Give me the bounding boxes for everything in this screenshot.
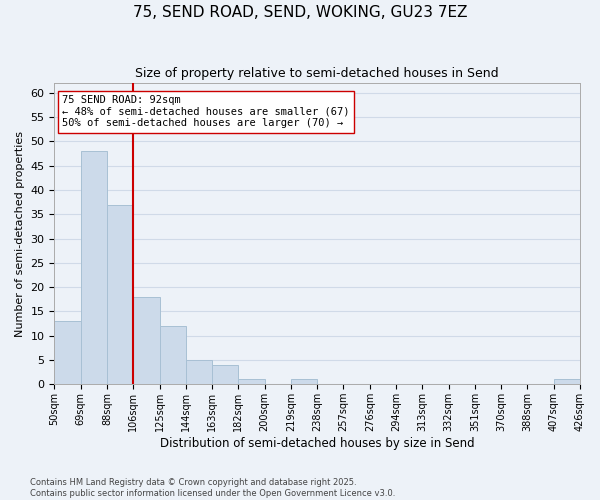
Bar bbox=[80, 151, 107, 384]
Bar bbox=[133, 297, 160, 384]
X-axis label: Distribution of semi-detached houses by size in Send: Distribution of semi-detached houses by … bbox=[160, 437, 475, 450]
Bar bbox=[160, 326, 186, 384]
Y-axis label: Number of semi-detached properties: Number of semi-detached properties bbox=[15, 130, 25, 336]
Title: Size of property relative to semi-detached houses in Send: Size of property relative to semi-detach… bbox=[136, 68, 499, 80]
Bar bbox=[554, 380, 580, 384]
Bar bbox=[55, 321, 80, 384]
Text: 75, SEND ROAD, SEND, WOKING, GU23 7EZ: 75, SEND ROAD, SEND, WOKING, GU23 7EZ bbox=[133, 5, 467, 20]
Bar bbox=[212, 365, 238, 384]
Text: 75 SEND ROAD: 92sqm
← 48% of semi-detached houses are smaller (67)
50% of semi-d: 75 SEND ROAD: 92sqm ← 48% of semi-detach… bbox=[62, 95, 350, 128]
Bar bbox=[238, 380, 265, 384]
Text: Contains HM Land Registry data © Crown copyright and database right 2025.
Contai: Contains HM Land Registry data © Crown c… bbox=[30, 478, 395, 498]
Bar bbox=[107, 204, 133, 384]
Bar bbox=[186, 360, 212, 384]
Bar bbox=[291, 380, 317, 384]
